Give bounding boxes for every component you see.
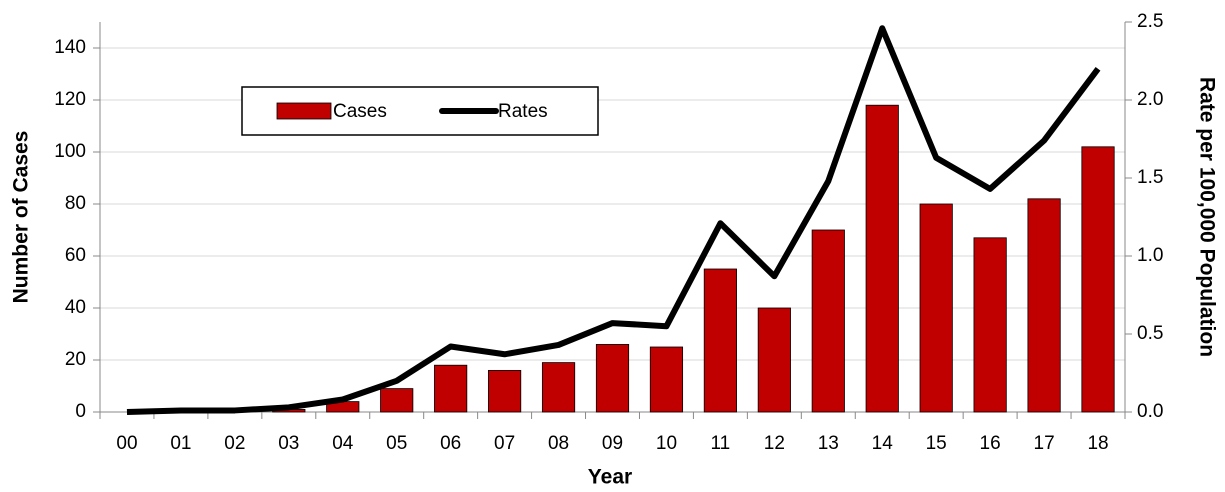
x-tick-label: 00 <box>116 433 137 454</box>
y2-tick-label: 1.0 <box>1137 245 1163 266</box>
legend-label: Rates <box>498 101 548 122</box>
bar <box>811 229 845 413</box>
x-tick-label: 01 <box>170 433 191 454</box>
y2-tick-label: 2.0 <box>1137 89 1163 110</box>
x-tick-label: 14 <box>872 433 894 454</box>
y2-tick-label: 2.5 <box>1137 11 1163 32</box>
bar <box>919 203 953 413</box>
y2-tick-label: 1.5 <box>1137 167 1163 188</box>
y-tick-label: 140 <box>54 37 86 58</box>
bar <box>595 343 630 413</box>
x-tick-label: 17 <box>1034 433 1055 454</box>
bar <box>1081 146 1115 413</box>
x-tick-label: 07 <box>494 433 515 454</box>
bar <box>865 104 899 413</box>
x-tick-label: 15 <box>926 433 947 454</box>
line <box>126 25 1101 415</box>
bar <box>757 307 791 413</box>
x-tick-label: 13 <box>818 433 839 454</box>
legend-label: Cases <box>333 101 387 122</box>
y-tick-label: 80 <box>65 193 86 214</box>
x-tick-label: 02 <box>224 433 245 454</box>
bar <box>434 364 468 413</box>
bar <box>541 362 576 413</box>
y2-tick-label: 0.0 <box>1137 401 1163 422</box>
x-tick-label: 09 <box>602 433 623 454</box>
x-tick-label: 16 <box>980 433 1001 454</box>
y-tick-label: 60 <box>65 245 86 266</box>
y-axis-title: Number of Cases <box>10 131 33 304</box>
y2-tick-label: 0.5 <box>1137 323 1163 344</box>
bar <box>973 237 1007 413</box>
x-tick-label: 11 <box>711 433 731 454</box>
x-tick-label: 04 <box>332 433 354 454</box>
bar <box>703 268 737 413</box>
bar <box>1027 198 1061 413</box>
x-tick-label: 05 <box>386 433 407 454</box>
y-tick-label: 120 <box>54 89 86 110</box>
y-tick-label: 40 <box>65 297 86 318</box>
x-tick-label: 10 <box>656 433 677 454</box>
x-tick-label: 06 <box>440 433 461 454</box>
bar <box>649 346 684 413</box>
y-tick-label: 0 <box>75 401 86 422</box>
y-tick-label: 100 <box>54 141 86 162</box>
bar <box>380 388 414 413</box>
x-tick-label: 12 <box>764 433 785 454</box>
x-tick-label: 18 <box>1087 433 1108 454</box>
legend-swatch <box>276 102 332 120</box>
x-axis-title: Year <box>588 466 632 489</box>
x-tick-label: 03 <box>278 433 299 454</box>
y2-axis-title: Rate per 100,000 Population <box>1195 77 1218 357</box>
bar <box>488 369 522 413</box>
x-tick-label: 08 <box>548 433 569 454</box>
y-tick-label: 20 <box>65 349 86 370</box>
